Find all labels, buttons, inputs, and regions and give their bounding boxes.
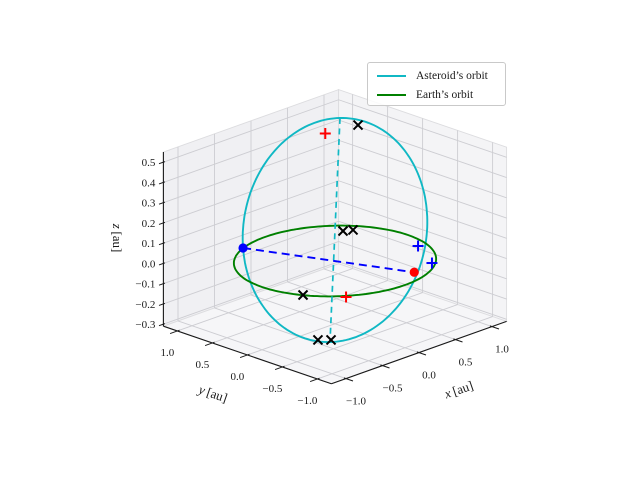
svg-text:0.4: 0.4 <box>142 177 156 189</box>
cross-mid-2 <box>347 224 359 236</box>
svg-text:0.1: 0.1 <box>142 238 156 250</box>
legend-label-earth: Earth’s orbit <box>416 88 474 101</box>
svg-text:0.5: 0.5 <box>142 157 156 169</box>
tick-labels: −1.0 −0.5 0.0 0.5 1.0 −1.0 −0.5 0.0 0.5 1.0 −0.3 −0… <box>135 157 509 407</box>
axis-edges-and-ticks <box>158 152 507 385</box>
svg-text:1.0: 1.0 <box>495 344 509 356</box>
legend-label-asteroid: Asteroid’s orbit <box>416 69 488 82</box>
markers <box>238 119 438 346</box>
asteroid-orbit-line-swatch <box>377 74 406 77</box>
red-plus-top <box>319 128 331 140</box>
svg-text:−0.5: −0.5 <box>383 383 403 395</box>
node-plus-1 <box>412 240 424 252</box>
svg-text:0.5: 0.5 <box>196 359 210 371</box>
z-axis-unit: [au] <box>110 231 125 253</box>
red-plus-bottom <box>340 291 352 303</box>
legend-item-asteroid: Asteroid’s orbit <box>368 66 505 85</box>
svg-text:−0.5: −0.5 <box>262 383 282 395</box>
svg-text:−0.3: −0.3 <box>135 319 155 331</box>
earth-asteroid-separation-line <box>242 247 415 274</box>
asteroid-position-dot <box>409 267 419 277</box>
legend-item-earth: Earth’s orbit <box>368 85 505 104</box>
svg-text:0.0: 0.0 <box>422 370 436 382</box>
svg-text:−0.1: −0.1 <box>135 279 155 291</box>
helper-lines <box>242 117 415 343</box>
cross-floor-1 <box>312 334 324 346</box>
svg-text:−0.2: −0.2 <box>135 299 155 311</box>
svg-text:0.3: 0.3 <box>142 198 156 210</box>
svg-text:0.2: 0.2 <box>142 218 156 230</box>
earth-position-dot <box>238 243 248 253</box>
cross-top <box>352 119 364 131</box>
svg-text:−1.0: −1.0 <box>297 395 317 407</box>
svg-text:0.0: 0.0 <box>142 258 156 270</box>
svg-text:0.5: 0.5 <box>459 357 473 369</box>
earth-orbit <box>232 224 438 298</box>
cross-mid-1 <box>337 225 349 237</box>
legend: Asteroid’s orbit Earth’s orbit <box>367 62 506 106</box>
svg-text:1.0: 1.0 <box>161 347 175 359</box>
orbit-vertical-extent-line <box>329 117 341 343</box>
cross-front-left <box>297 289 309 301</box>
z-axis-var: z <box>110 223 125 229</box>
earth-orbit-line-swatch <box>377 93 406 96</box>
cross-floor-2 <box>325 334 337 346</box>
node-plus-2 <box>426 257 438 269</box>
svg-text:−1.0: −1.0 <box>346 396 366 408</box>
z-axis-title: z [au] <box>109 210 125 266</box>
svg-text:0.0: 0.0 <box>231 371 245 383</box>
